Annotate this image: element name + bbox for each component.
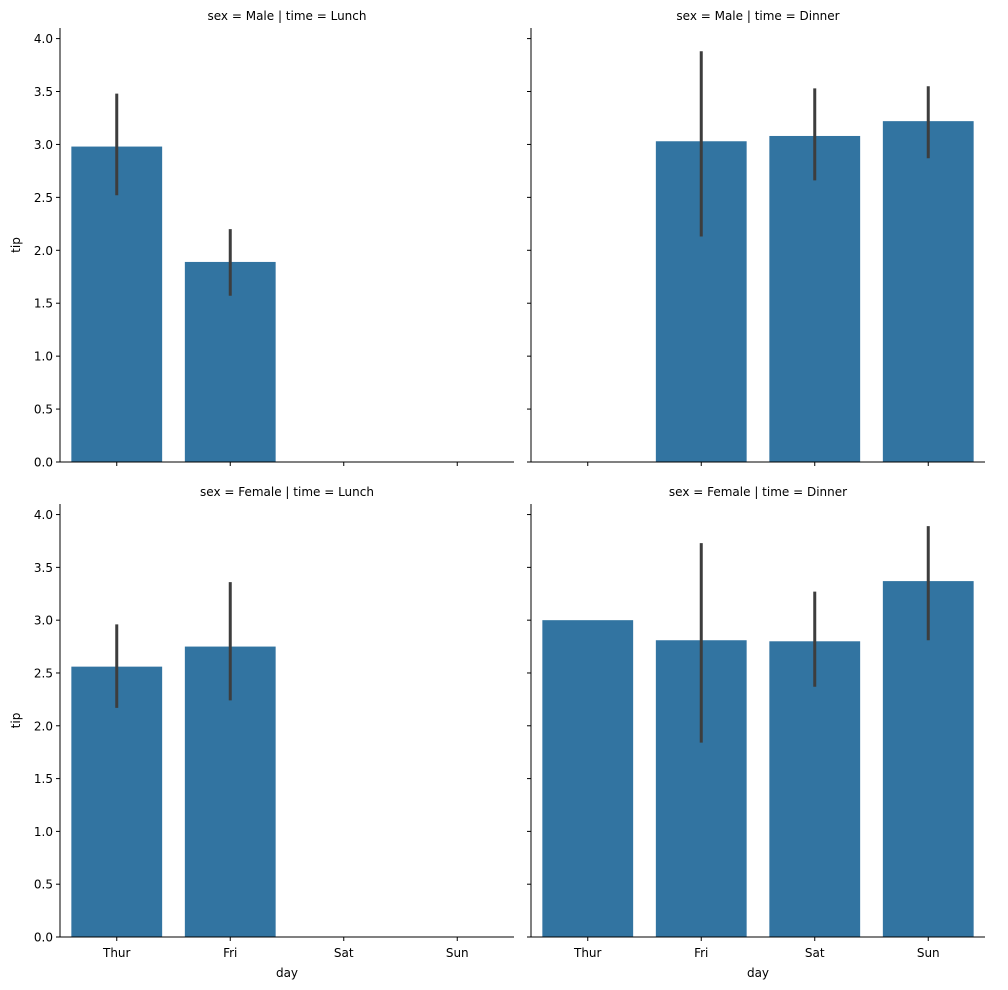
y-tick-label: 4.0 [34, 508, 53, 522]
y-tick-label: 2.5 [34, 191, 53, 205]
bar-sun [882, 581, 974, 937]
x-axis-label: day [747, 966, 769, 980]
y-tick-label: 3.0 [34, 138, 53, 152]
y-tick-label: 2.5 [34, 666, 53, 680]
y-tick-label: 4.0 [34, 32, 53, 46]
y-tick-label: 0.0 [34, 456, 53, 470]
x-tick-label: Sat [805, 946, 825, 960]
y-tick-label: 3.5 [34, 561, 53, 575]
x-tick-label: Sun [446, 946, 469, 960]
y-tick-label: 2.0 [34, 719, 53, 733]
y-tick-label: 3.5 [34, 85, 53, 99]
y-tick-label: 3.0 [34, 614, 53, 628]
y-tick-label: 1.5 [34, 772, 53, 786]
x-axis-label: day [276, 966, 298, 980]
x-tick-label: Sat [334, 946, 354, 960]
bar-thur [71, 666, 163, 937]
bar-sun [882, 121, 974, 463]
panel-title: sex = Female | time = Lunch [200, 485, 374, 499]
x-tick-label: Fri [223, 946, 237, 960]
y-axis-label: tip [9, 713, 23, 729]
x-tick-label: Fri [694, 946, 708, 960]
x-tick-label: Sun [917, 946, 940, 960]
y-tick-label: 2.0 [34, 244, 53, 258]
bar-thur [542, 620, 634, 937]
panel-title: sex = Female | time = Dinner [669, 485, 847, 499]
x-tick-label: Thur [573, 946, 602, 960]
panel-title: sex = Male | time = Lunch [208, 9, 367, 23]
y-tick-label: 0.5 [34, 403, 53, 417]
y-tick-label: 1.0 [34, 350, 53, 364]
y-tick-label: 0.0 [34, 931, 53, 945]
y-axis-label: tip [9, 237, 23, 253]
panel-title: sex = Male | time = Dinner [676, 9, 839, 23]
bar-sat [769, 135, 861, 462]
bar-sat [769, 641, 861, 937]
bar-thur [71, 146, 163, 462]
x-tick-label: Thur [102, 946, 131, 960]
y-tick-label: 1.0 [34, 825, 53, 839]
y-tick-label: 0.5 [34, 878, 53, 892]
y-tick-label: 1.5 [34, 297, 53, 311]
